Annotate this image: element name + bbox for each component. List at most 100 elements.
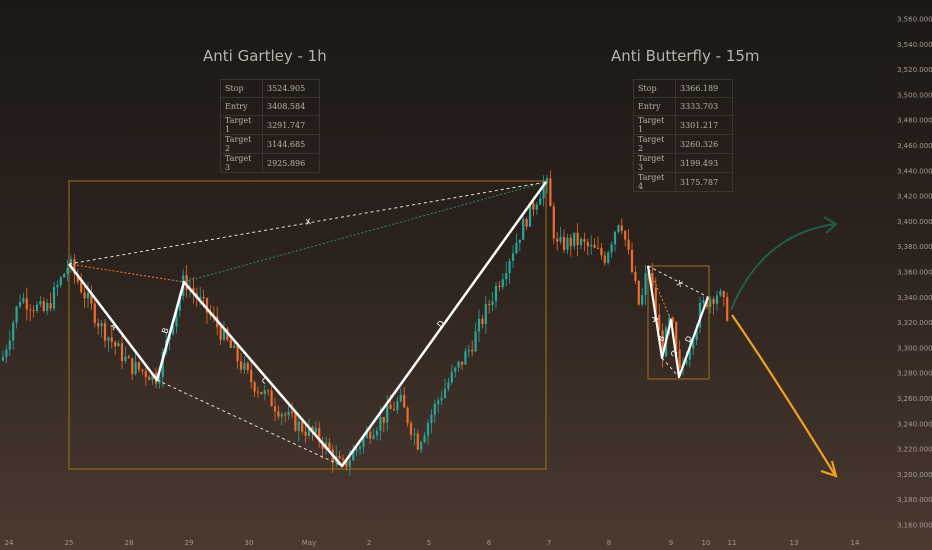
candle-body (185, 275, 188, 290)
candle-body (416, 433, 419, 450)
candle-body (627, 239, 630, 250)
candle-body (430, 414, 433, 424)
candle-body (42, 301, 45, 311)
anti-butterfly-title: Anti Butterfly - 15m (611, 47, 760, 65)
candle-body (484, 304, 487, 324)
bd-dashed-line (183, 181, 547, 283)
candle-body (144, 371, 147, 378)
candle-body (355, 448, 358, 451)
level-value: 3291.747 (262, 115, 320, 135)
leg-label-d-2: D (684, 335, 695, 344)
candle-body (603, 255, 606, 263)
candle-body (131, 358, 134, 374)
xd-dashed-line-2 (647, 265, 709, 298)
candle-body (467, 349, 470, 352)
candle-body (76, 274, 79, 282)
level-label: Stop (220, 79, 263, 98)
candle-body (358, 447, 362, 449)
candle-body (675, 322, 678, 350)
candle-body (437, 400, 440, 404)
level-value: 3301.217 (675, 115, 733, 135)
anti-gartley-levels-table: Stop 3524.905 Entry 3408.584 Target 1 3291.… (220, 79, 320, 173)
y-tick-label: 3,320.000 (897, 319, 932, 327)
candle-body (566, 237, 569, 250)
level-value: 3260.326 (675, 134, 733, 154)
candle-body (528, 202, 532, 227)
y-tick-label: 3,420.000 (897, 193, 932, 201)
y-tick-label: 3,300.000 (897, 344, 932, 352)
x-tick-label: May (302, 539, 316, 547)
candle-body (715, 295, 719, 304)
candle-body (97, 323, 100, 327)
y-tick-label: 3,380.000 (897, 243, 932, 251)
projection-arrows (730, 216, 838, 478)
candle-body (443, 388, 447, 398)
x-tick-label: 9 (669, 539, 673, 547)
candle-body (175, 310, 178, 327)
candle-body (607, 252, 610, 263)
candle-body (525, 218, 528, 227)
candle-body (403, 394, 406, 408)
x-tick-label: 30 (245, 539, 254, 547)
candle-body (80, 281, 83, 293)
level-label: Entry (633, 97, 676, 116)
x-tick-label: 8 (607, 539, 611, 547)
candle-body (49, 303, 52, 309)
candle-body (290, 411, 294, 414)
candle-body (722, 291, 725, 298)
candle-body (539, 198, 542, 205)
level-value: 3408.584 (262, 97, 320, 116)
x-tick-label: 14 (851, 539, 860, 547)
level-value: 3199.493 (675, 153, 733, 173)
candle-body (583, 239, 586, 242)
candle-body (617, 225, 620, 232)
projection-up-arrowhead (823, 216, 838, 234)
candle-body (352, 450, 355, 461)
candle-body (678, 349, 681, 368)
candle-body (392, 408, 396, 411)
candle-body (222, 328, 226, 340)
candle-body (420, 442, 423, 450)
candle-body (460, 361, 464, 365)
candle-body (341, 458, 345, 460)
candle-body (18, 301, 22, 307)
level-row: Stop 3524.905 (220, 79, 320, 98)
candle-body (494, 286, 498, 302)
x-tick-label: 5 (427, 539, 431, 547)
candle-body (596, 247, 600, 249)
level-label: Target 2 (633, 134, 676, 154)
xabcd-legs-2 (646, 265, 710, 379)
candle-body (171, 326, 175, 335)
leg-label-d: D (435, 319, 446, 329)
candle-body (545, 178, 549, 184)
candle-body (120, 343, 124, 361)
candle-body (15, 306, 18, 323)
x-tick-label: 13 (790, 539, 799, 547)
level-label: Target 2 (220, 134, 263, 154)
candle-body (8, 340, 11, 350)
candle-body (192, 287, 195, 294)
candle-body (294, 413, 297, 431)
candle-body (63, 273, 66, 278)
candle-body (488, 304, 491, 306)
candle-body (542, 183, 545, 199)
ac-dashed-line-2 (661, 357, 680, 378)
candle-body (559, 236, 562, 242)
candle-body (267, 390, 270, 392)
level-value: 3175.787 (675, 172, 733, 192)
candle-body (634, 271, 637, 281)
candle-body (389, 404, 392, 409)
y-tick-label: 3,440.000 (897, 167, 932, 175)
candle-body (246, 363, 249, 371)
candle-body (273, 406, 277, 412)
level-row: Target 1 3291.747 (220, 115, 320, 135)
candle-body (25, 298, 28, 310)
candle-body (110, 337, 113, 342)
candle-body (379, 417, 382, 431)
candle-body (464, 351, 467, 365)
candle-body (474, 331, 477, 352)
candle-body (481, 318, 484, 324)
xabcd-legs (68, 181, 548, 468)
candle-body (661, 330, 664, 357)
